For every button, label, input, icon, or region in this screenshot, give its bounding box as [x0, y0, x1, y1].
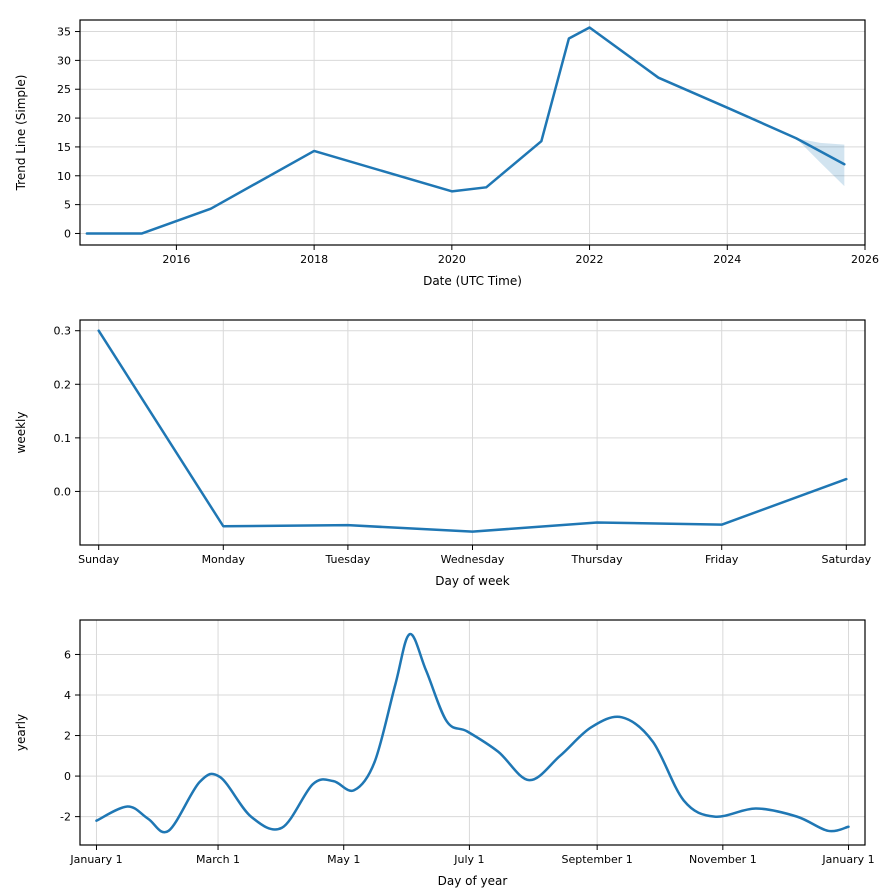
figure-container: 20162018202020222024202605101520253035Da…: [0, 0, 887, 890]
y-tick-label: 2: [64, 730, 71, 743]
yearly-ylabel: yearly: [14, 714, 28, 751]
y-tick-label: 0.2: [54, 378, 72, 391]
x-tick-label: Monday: [202, 553, 246, 566]
y-tick-label: 6: [64, 648, 71, 661]
x-tick-label: November 1: [689, 853, 757, 866]
x-tick-label: Friday: [705, 553, 739, 566]
forecast-band: [796, 138, 844, 186]
y-tick-label: 30: [57, 54, 71, 67]
x-tick-label: Thursday: [571, 553, 624, 566]
panel-border: [80, 620, 865, 845]
x-tick-label: September 1: [562, 853, 633, 866]
x-tick-label: July 1: [453, 853, 484, 866]
yearly-line: [96, 634, 848, 832]
weekly-panel: Sunday Monday Tuesday Wednesday Thursday Frid…: [14, 320, 872, 588]
weekly-ylabel: weekly: [14, 412, 28, 454]
x-tick-label: January 1: [821, 853, 874, 866]
y-tick-label: 10: [57, 170, 71, 183]
trend-line: [87, 28, 844, 234]
y-tick-label: 0: [64, 227, 71, 240]
y-tick-label: 0.1: [54, 432, 72, 445]
y-tick-label: 4: [64, 689, 71, 702]
x-tick-label: 2024: [713, 253, 741, 266]
y-tick-label: 35: [57, 26, 71, 39]
x-tick-label: 2016: [162, 253, 190, 266]
yearly-xlabel: Day of year: [438, 874, 508, 888]
y-tick-label: 0.0: [54, 485, 72, 498]
y-tick-label: 20: [57, 112, 71, 125]
x-tick-label: January 1: [69, 853, 122, 866]
x-tick-label: May 1: [327, 853, 360, 866]
y-tick-label: 0.3: [54, 325, 72, 338]
trend-ylabel: Trend Line (Simple): [14, 75, 28, 192]
y-tick-label: -2: [60, 811, 71, 824]
x-tick-label: 2018: [300, 253, 328, 266]
trend-panel: 2016 2018 2020 2022 2024 2026 0 5 10 15 20 25 30 35 Da…: [14, 20, 879, 288]
x-tick-label: 2026: [851, 253, 879, 266]
x-tick-label: Wednesday: [441, 553, 505, 566]
figure-svg: 20162018202020222024202605101520253035Da…: [0, 0, 887, 890]
x-tick-label: Tuesday: [325, 553, 371, 566]
y-tick-label: 25: [57, 83, 71, 96]
trend-xlabel: Date (UTC Time): [423, 274, 522, 288]
weekly-xlabel: Day of week: [435, 574, 509, 588]
y-tick-label: 5: [64, 199, 71, 212]
y-tick-label: 15: [57, 141, 71, 154]
y-tick-label: 0: [64, 770, 71, 783]
x-tick-label: 2020: [438, 253, 466, 266]
x-tick-label: March 1: [196, 853, 240, 866]
x-tick-label: Sunday: [78, 553, 120, 566]
x-tick-label: 2022: [576, 253, 604, 266]
x-tick-label: Saturday: [822, 553, 872, 566]
panel-border: [80, 20, 865, 245]
yearly-panel: January 1 March 1 May 1 July 1 September 1 No…: [14, 620, 875, 888]
